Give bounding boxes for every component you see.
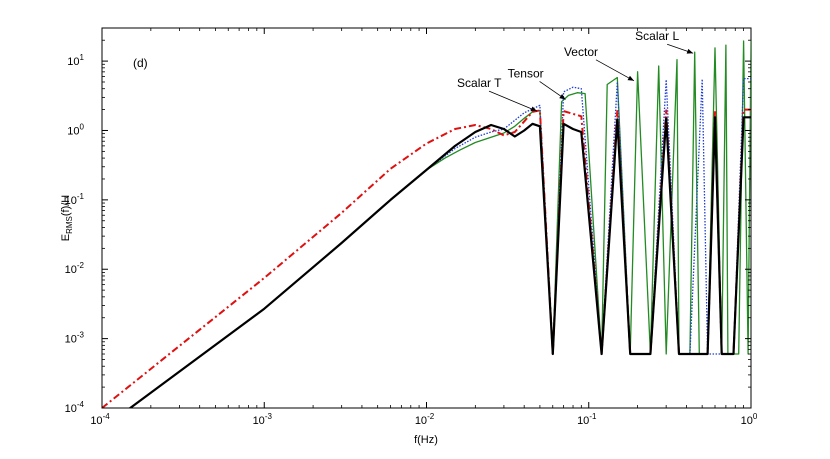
annotation-arrowhead [627,75,634,81]
y-axis-label-sub: RMS [65,216,74,234]
annotation-label: Scalar L [635,29,679,43]
series-line-tensor [128,116,751,408]
annotation-leader [488,90,538,112]
y-axis-label: ERMS(f)/H [60,195,74,242]
annotation-label: Scalar T [457,76,502,90]
y-axis-label-suffix: (f)/H [60,195,72,216]
annotation-label: Vector [564,45,598,59]
panel-label: (d) [133,56,148,70]
y-tick-label: 100 [67,122,84,137]
tick-layer: 10-4 10-3 10-2 10-1 100 10-4 10-3 10-2 10-1 100 10… [65,27,758,427]
annotation-arrowhead [530,106,538,112]
annotation-arrowhead [686,48,694,54]
x-tick-label: 100 [741,412,758,427]
x-axis-label: f(Hz) [414,434,438,446]
annotation-arrowhead [559,93,566,100]
annotation-leader [595,59,635,82]
annotation-layer: Scalar L Vector Tensor Scalar T [457,29,694,112]
series-line-scalar-l [129,40,751,408]
y-tick-label: 101 [67,53,84,68]
y-tick-label: 10-4 [65,400,85,415]
x-tick-label: 10-4 [90,412,110,427]
x-tick-label: 10-1 [577,412,597,427]
y-axis-label-prefix: E [60,234,72,241]
y-tick-label: 10-1 [65,192,85,207]
annotation-label: Tensor [508,66,544,80]
x-tick-label: 10-3 [253,412,273,427]
series-layer [102,40,751,408]
y-tick-label: 10-3 [65,331,85,346]
x-tick-label: 10-2 [415,412,435,427]
y-tick-label: 10-2 [65,261,85,276]
plot-frame [101,27,752,409]
